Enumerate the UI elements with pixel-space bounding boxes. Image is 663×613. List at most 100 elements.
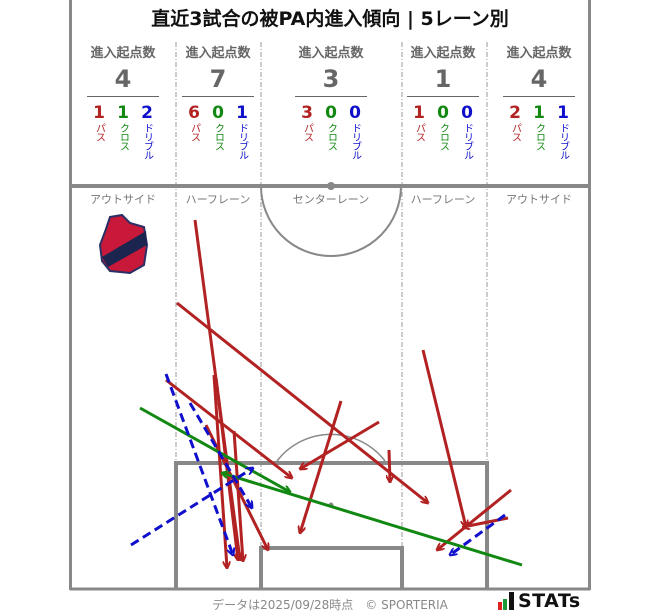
- chart-title: 直近3試合の被PA内進入傾向 | 5レーン別: [151, 8, 509, 30]
- pass-count: 3 パス: [299, 103, 315, 159]
- cross-label: クロス: [533, 123, 545, 150]
- pass-arrow: [437, 488, 512, 550]
- lane-name: アウトサイド: [90, 193, 156, 206]
- dribble-count-value: 2: [141, 103, 153, 123]
- cross-count: 0 クロス: [210, 103, 226, 159]
- pass-label: パス: [93, 123, 105, 141]
- cross-count: 0 クロス: [435, 103, 451, 159]
- cross-count-value: 0: [212, 103, 224, 123]
- cross-count: 1 クロス: [115, 103, 131, 159]
- dribble-arrow: [188, 402, 252, 508]
- cross-label: クロス: [212, 123, 224, 150]
- pass-count-value: 6: [188, 103, 200, 123]
- lane-total: 3: [322, 65, 340, 93]
- frame-left: [69, 0, 72, 590]
- divider: [182, 96, 254, 97]
- cross-arrow: [139, 406, 290, 492]
- divider: [503, 96, 575, 97]
- cross-count-value: 0: [437, 103, 449, 123]
- center-spot: [327, 182, 335, 190]
- pass-count: 2 パス: [507, 103, 523, 159]
- penalty-area: [174, 461, 489, 589]
- stat-label: 進入起点数: [298, 46, 364, 61]
- frame-right: [588, 0, 591, 590]
- dribble-label: ドリブル: [461, 123, 473, 159]
- lane-total: 1: [434, 65, 452, 93]
- pass-arrow: [421, 349, 466, 527]
- entry-arrows: [130, 219, 523, 568]
- goal-area: [259, 546, 404, 589]
- pass-count-value: 2: [509, 103, 521, 123]
- pass-label: パス: [413, 123, 425, 141]
- lane-stat-1: 進入起点数 7 6 パス 0 クロス 1 ドリブル: [168, 42, 268, 159]
- pass-count-value: 1: [413, 103, 425, 123]
- stat-label: 進入起点数: [185, 46, 251, 61]
- dribble-count: 0 ドリブル: [459, 103, 475, 159]
- cross-count-value: 1: [533, 103, 545, 123]
- dribble-count: 1 ドリブル: [234, 103, 250, 159]
- lane-dividers: [175, 42, 488, 589]
- pass-arrow: [176, 301, 428, 503]
- cross-count: 0 クロス: [323, 103, 339, 159]
- pass-arrow: [389, 449, 390, 482]
- pass-arrow: [300, 400, 343, 533]
- stats-bar-icon: [498, 592, 514, 610]
- dribble-count-value: 1: [557, 103, 569, 123]
- team-logo: [98, 213, 149, 275]
- cross-count-value: 1: [117, 103, 129, 123]
- cross-count-value: 0: [325, 103, 337, 123]
- dribble-count-value: 1: [236, 103, 248, 123]
- dribble-label: ドリブル: [557, 123, 569, 159]
- pass-arrow: [232, 430, 243, 561]
- pass-count: 1 パス: [411, 103, 427, 159]
- lane-stat-2: 進入起点数 3 3 パス 0 クロス 0 ドリブル: [281, 42, 381, 159]
- brand-logo: STATs: [498, 590, 581, 612]
- pass-label: パス: [188, 123, 200, 141]
- dribble-count: 1 ドリブル: [555, 103, 571, 159]
- dribble-label: ドリブル: [349, 123, 361, 159]
- pass-arrow: [165, 378, 292, 478]
- cross-count: 1 クロス: [531, 103, 547, 159]
- lane-name: ハーフレーン: [185, 193, 251, 206]
- divider: [87, 96, 159, 97]
- divider: [407, 96, 479, 97]
- center-circle: [260, 185, 402, 257]
- dribble-arrow: [130, 468, 253, 547]
- dribble-label: ドリブル: [141, 123, 153, 159]
- lane-total: 4: [530, 65, 548, 93]
- lane-total: 4: [114, 65, 132, 93]
- dribble-count-value: 0: [461, 103, 473, 123]
- stat-label: 進入起点数: [90, 46, 156, 61]
- dribble-arrow: [164, 373, 233, 555]
- team-logo-band: [102, 231, 147, 267]
- stat-label: 進入起点数: [410, 46, 476, 61]
- lane-name: ハーフレーン: [410, 193, 476, 206]
- dribble-count: 2 ドリブル: [139, 103, 155, 159]
- cross-label: クロス: [325, 123, 337, 150]
- lane-stat-4: 進入起点数 4 2 パス 1 クロス 1 ドリブル: [489, 42, 589, 159]
- lane-name: アウトサイド: [506, 193, 572, 206]
- dribble-label: ドリブル: [236, 123, 248, 159]
- pitch-lines: [70, 182, 590, 591]
- dribble-count: 0 ドリブル: [347, 103, 363, 159]
- footer-credit: データは2025/09/28時点 © SPORTERIA: [212, 598, 448, 612]
- lane-stat-0: 進入起点数 4 1 パス 1 クロス 2 ドリブル: [73, 42, 173, 159]
- pass-count-value: 1: [93, 103, 105, 123]
- cross-label: クロス: [117, 123, 129, 150]
- cross-arrow: [222, 473, 523, 567]
- pass-count: 1 パス: [91, 103, 107, 159]
- lane-name: センターレーン: [292, 193, 370, 206]
- lane-total: 7: [209, 65, 227, 93]
- dribble-count-value: 0: [349, 103, 361, 123]
- brand-name: STATs: [518, 590, 581, 612]
- lane-stat-3: 進入起点数 1 1 パス 0 クロス 0 ドリブル: [393, 42, 493, 159]
- stat-label: 進入起点数: [506, 46, 572, 61]
- divider: [295, 96, 367, 97]
- pass-arrow: [300, 420, 380, 469]
- dribble-arrow: [450, 513, 506, 555]
- pass-label: パス: [509, 123, 521, 141]
- pass-count: 6 パス: [186, 103, 202, 159]
- pass-label: パス: [301, 123, 313, 141]
- cross-label: クロス: [437, 123, 449, 150]
